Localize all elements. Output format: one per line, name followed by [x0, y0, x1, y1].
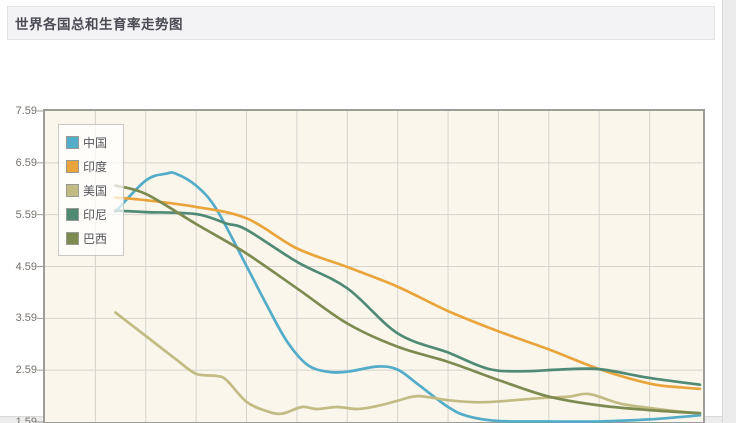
right-gutter: [722, 0, 736, 423]
series-line-usa: [114, 311, 702, 416]
legend-item-usa[interactable]: 美国: [66, 178, 123, 202]
y-axis-label: 5.59: [15, 208, 37, 221]
title-bar: 世界各国总和生育率走势图: [7, 6, 715, 40]
y-axis-label: 2.59: [15, 364, 37, 377]
legend-item-indonesia[interactable]: 印尼: [66, 202, 123, 226]
series-line-india: [114, 196, 702, 391]
legend-swatch-icon: [66, 207, 79, 221]
legend-item-india[interactable]: 印度: [66, 154, 123, 178]
axis-ticks: [37, 110, 43, 423]
plot-svg: [37, 110, 703, 423]
series-line-brazil: [114, 184, 702, 415]
legend-label: 巴西: [83, 231, 108, 246]
legend-label: 中国: [83, 135, 108, 150]
y-axis-label: 7.59: [15, 105, 37, 117]
legend-swatch-icon: [66, 135, 79, 149]
y-axis-label: 4.59: [15, 260, 37, 273]
series-lines: [114, 171, 702, 423]
legend-label: 印尼: [83, 207, 108, 222]
y-axis-label: 6.59: [15, 156, 37, 169]
legend-swatch-icon: [66, 183, 79, 197]
series-line-china: [114, 171, 702, 423]
series-line-indonesia: [114, 209, 702, 387]
legend-item-china[interactable]: 中国: [66, 130, 123, 154]
legend-item-brazil[interactable]: 巴西: [66, 226, 123, 250]
chart-canvas: 7.596.595.594.593.592.591.59 1953年1958年1…: [0, 42, 722, 423]
legend-label: 美国: [83, 183, 108, 198]
chart-title: 世界各国总和生育率走势图: [15, 17, 183, 32]
grid-lines: [45, 111, 703, 422]
legend-swatch-icon: [66, 231, 79, 245]
legend-label: 印度: [83, 159, 108, 174]
legend: 中国印度美国印尼巴西: [58, 124, 124, 256]
legend-swatch-icon: [66, 159, 79, 173]
y-axis-label: 1.59: [15, 416, 37, 423]
y-axis-label: 3.59: [15, 312, 37, 325]
